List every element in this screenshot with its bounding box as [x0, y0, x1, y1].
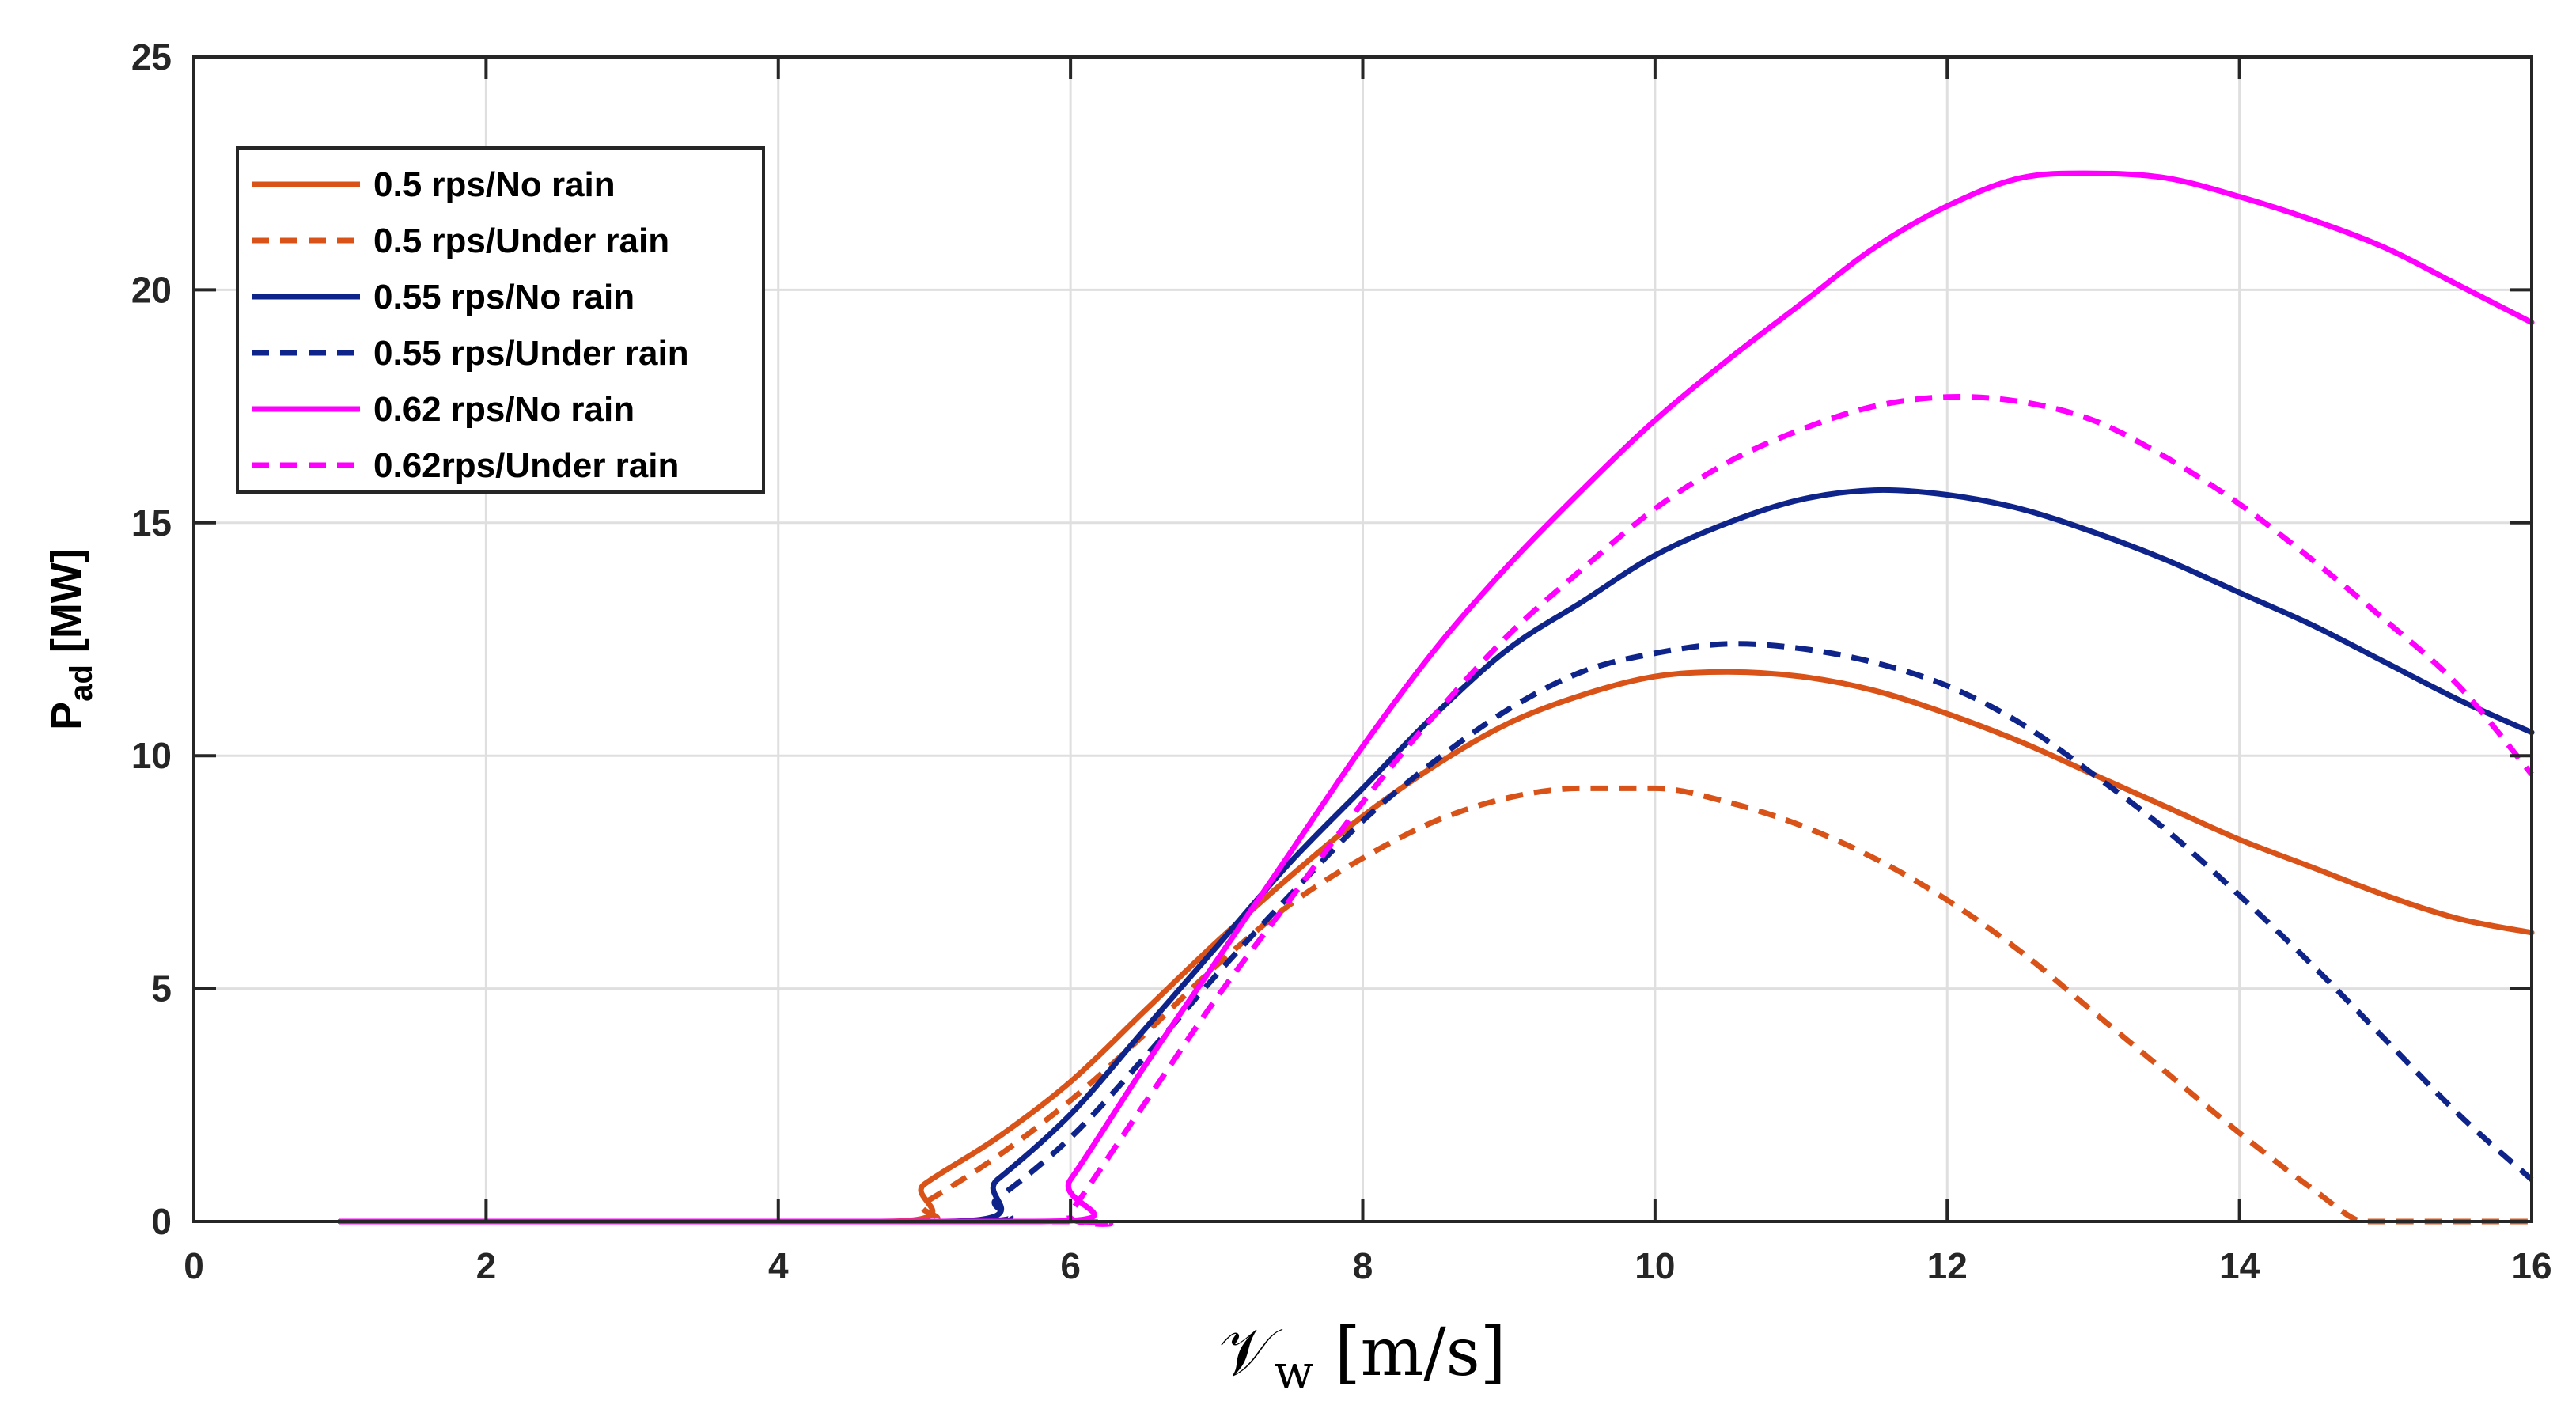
y-tick-label: 5: [151, 968, 172, 1009]
legend-label: 0.55 rps/Under rain: [373, 334, 689, 373]
series-line-3: [337, 487, 2535, 1225]
y-tick-label: 15: [131, 502, 172, 544]
axis-ticks: 0 2 4 6 8 10 12 14 16 0 5 10 15 20 25: [131, 36, 2552, 1286]
legend-label: 0.62 rps/No rain: [373, 390, 635, 429]
x-tick-label: 8: [1353, 1245, 1373, 1286]
x-tick-label: 12: [1927, 1245, 1968, 1286]
y-tick-label: 25: [131, 36, 172, 78]
y-tick-label: 0: [151, 1201, 172, 1242]
y-tick-label: 20: [131, 269, 172, 310]
x-tick-label: 14: [2219, 1245, 2260, 1286]
y-tick-label: 10: [131, 735, 172, 776]
legend-label: 0.5 rps/Under rain: [373, 222, 669, 260]
x-tick-label: 4: [768, 1245, 789, 1286]
series-line-2: [339, 785, 2532, 1225]
legend-label: 0.55 rps/No rain: [373, 278, 635, 316]
x-tick-label: 10: [1635, 1245, 1675, 1286]
series-line-1: [337, 669, 2535, 1225]
series-lines: [337, 170, 2535, 1227]
x-tick-label: 0: [184, 1245, 204, 1286]
x-tick-label: 6: [1060, 1245, 1081, 1286]
legend: 0.5 rps/No rain 0.5 rps/Under rain 0.55 rp…: [236, 146, 765, 494]
x-tick-label: 16: [2511, 1245, 2551, 1286]
legend-label: 0.62rps/Under rain: [373, 446, 679, 485]
series-line-4: [339, 641, 2534, 1225]
legend-label: 0.5 rps/No rain: [373, 165, 616, 204]
series-line-6: [339, 394, 2534, 1227]
legend-box: [236, 146, 765, 494]
y-axis-label: Pad [MW]: [43, 548, 99, 730]
series-line-5: [337, 170, 2535, 1225]
x-tick-label: 2: [476, 1245, 497, 1286]
x-axis-label: 𝒱w [m/s]: [1219, 1313, 1506, 1399]
